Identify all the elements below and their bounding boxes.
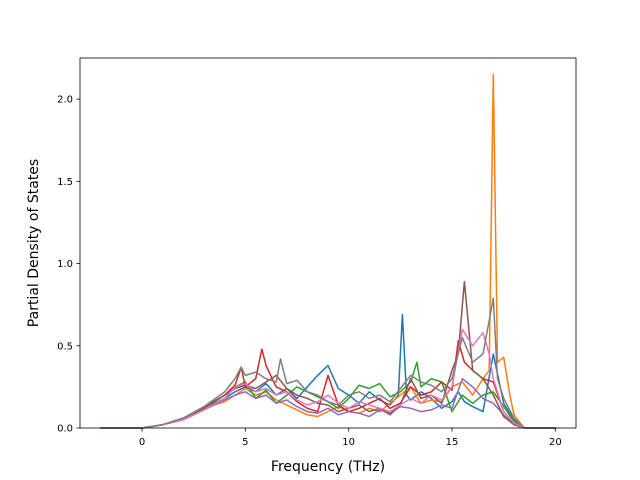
x-tick-label: 10 xyxy=(342,437,355,448)
x-tick-label: 0 xyxy=(139,437,145,448)
x-axis-ticks: 0 5 10 15 20 xyxy=(139,428,562,448)
series-layer xyxy=(99,73,557,429)
y-tick-label: 1.5 xyxy=(57,177,73,188)
series-line-8 xyxy=(99,297,557,429)
series-line-7 xyxy=(99,328,557,429)
axes-frame xyxy=(79,57,577,429)
y-tick-label: 2.0 xyxy=(57,95,73,106)
series-line-5 xyxy=(99,377,557,429)
x-tick-label: 20 xyxy=(549,437,562,448)
series-line-4 xyxy=(99,340,557,429)
series-line-2 xyxy=(99,73,557,429)
x-tick-label: 5 xyxy=(242,437,248,448)
y-tick-label: 0.5 xyxy=(57,341,73,352)
y-tick-label: 1.0 xyxy=(57,259,73,270)
y-tick-label: 0.0 xyxy=(57,424,73,435)
y-axis-ticks: 0.0 0.5 1.0 1.5 2.0 xyxy=(57,95,80,435)
series-line-6 xyxy=(99,280,557,429)
x-axis-label: Frequency (THz) xyxy=(271,459,385,475)
x-tick-label: 15 xyxy=(446,437,459,448)
y-axis-label: Partial Density of States xyxy=(26,159,42,327)
series-line-1 xyxy=(99,313,557,429)
